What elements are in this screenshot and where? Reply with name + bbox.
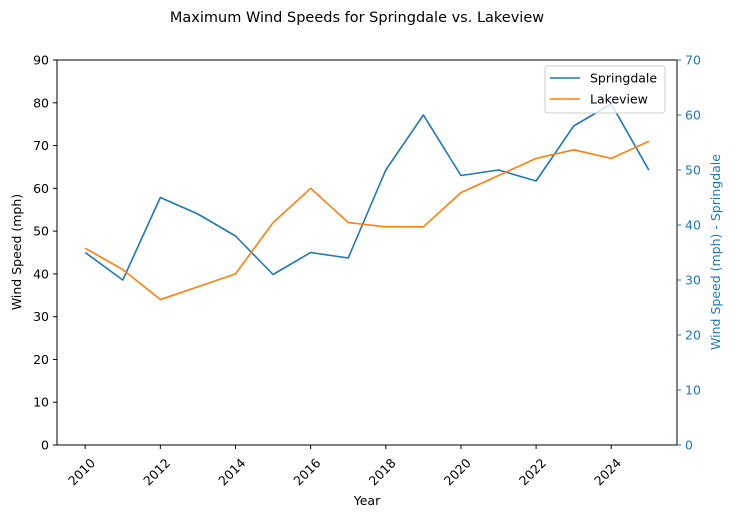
y-tick-label-left: 0 [41,438,49,453]
chart-title: Maximum Wind Speeds for Springdale vs. L… [170,10,544,26]
series-line-lakeview [84,140,650,301]
y-tick-label-left: 10 [33,395,49,410]
y-tick-label-right: 60 [685,108,701,123]
y-tick-label-left: 40 [33,266,49,281]
y-tick-label-right: 50 [685,163,701,178]
y-tick-label-left: 30 [33,309,49,324]
y-tick-label-left: 90 [33,53,49,68]
y-tick-label-left: 20 [33,352,49,367]
legend-label-springdale: Springdale [590,71,657,86]
y-tick-label-left: 60 [33,181,49,196]
y-tick-label-right: 10 [685,383,701,398]
y-axis-title-right: Wind Speed (mph) - Springdale [708,154,723,350]
y-tick-label-left: 50 [33,224,49,239]
legend: Springdale Lakeview [544,65,666,114]
y-tick-label-left: 80 [33,95,49,110]
y-tick-label-right: 0 [685,438,693,453]
y-tick-label-right: 40 [685,218,701,233]
y-axis-title-left: Wind Speed (mph) [9,194,24,310]
y-tick-label-right: 70 [685,53,701,68]
x-axis-title: Year [353,493,381,508]
legend-label-lakeview: Lakeview [590,92,648,107]
y-tick-label-right: 30 [685,273,701,288]
y-tick-label-left: 70 [33,138,49,153]
y-tick-label-right: 20 [685,328,701,343]
